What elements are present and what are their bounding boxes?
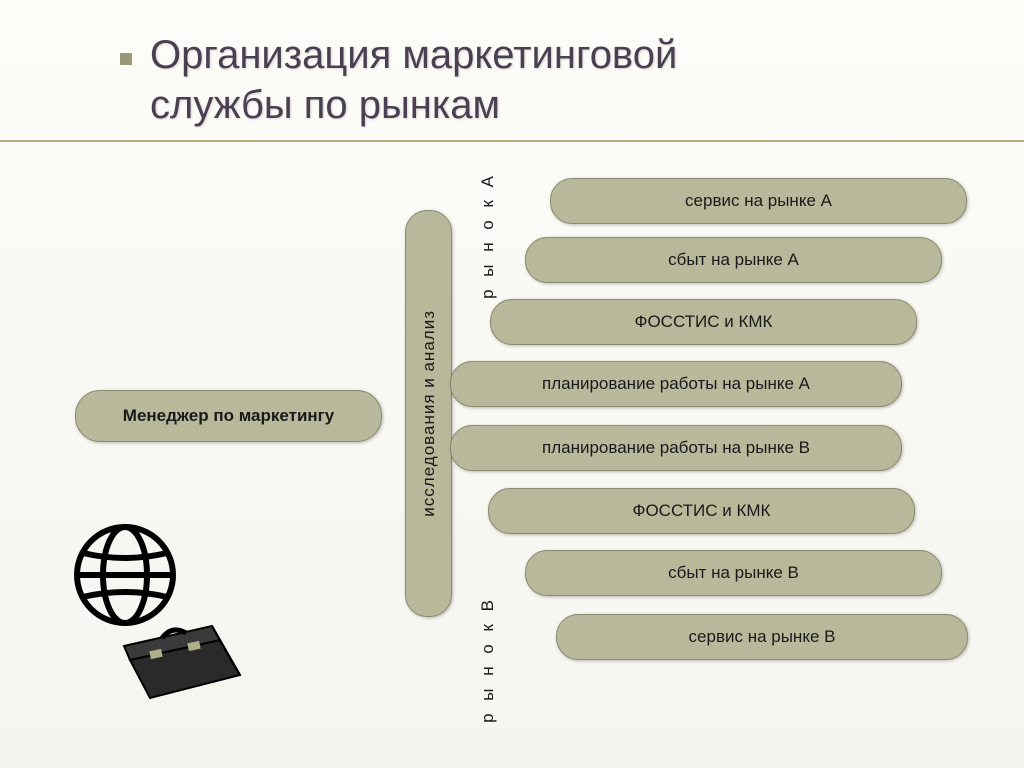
- research-analysis-label: исследования и анализ: [419, 310, 439, 517]
- title-bullet-icon: [120, 53, 132, 65]
- title-underline: [0, 140, 1024, 142]
- function-bar-label-5: ФОССТИС и КМК: [633, 501, 771, 521]
- function-bar-1: сбыт на рынке А: [525, 237, 942, 283]
- function-bar-label-6: сбыт на рынке В: [668, 563, 799, 583]
- function-bar-label-7: сервис на рынке В: [689, 627, 836, 647]
- function-bar-5: ФОССТИС и КМК: [488, 488, 915, 534]
- market-a-label: р ы н о к А: [478, 172, 498, 299]
- function-bar-2: ФОССТИС и КМК: [490, 299, 917, 345]
- function-bar-6: сбыт на рынке В: [525, 550, 942, 596]
- manager-node: Менеджер по маркетингу: [75, 390, 382, 442]
- function-bar-4: планирование работы на рынке В: [450, 425, 902, 471]
- function-bar-7: сервис на рынке В: [556, 614, 968, 660]
- manager-label: Менеджер по маркетингу: [123, 406, 334, 426]
- research-analysis-node: исследования и анализ: [405, 210, 452, 617]
- function-bar-label-4: планирование работы на рынке В: [542, 438, 810, 458]
- function-bar-0: сервис на рынке А: [550, 178, 967, 224]
- function-bar-label-1: сбыт на рынке А: [668, 250, 799, 270]
- globe-briefcase-icon: [65, 520, 255, 720]
- function-bar-label-0: сервис на рынке А: [685, 191, 832, 211]
- title-line-2: службы по рынкам: [150, 83, 500, 127]
- title-line-1: Организация маркетинговой: [150, 33, 677, 77]
- function-bar-label-2: ФОССТИС и КМК: [635, 312, 773, 332]
- function-bar-label-3: планирование работы на рынке А: [542, 374, 810, 394]
- slide-title: Организация маркетинговой службы по рынк…: [150, 30, 677, 130]
- market-b-label: р ы н о к В: [478, 596, 498, 723]
- function-bar-3: планирование работы на рынке А: [450, 361, 902, 407]
